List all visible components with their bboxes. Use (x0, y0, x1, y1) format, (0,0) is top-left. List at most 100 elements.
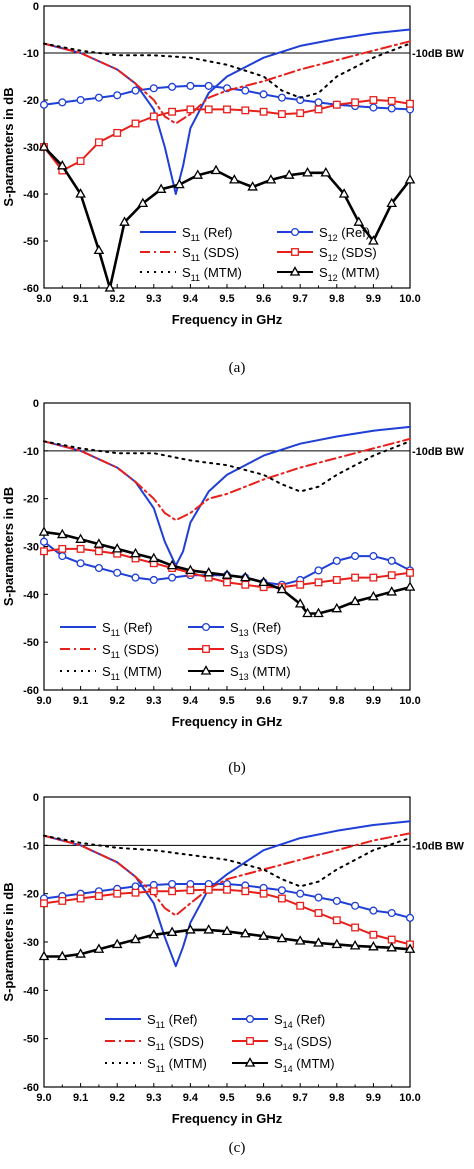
x-tick-label: 9.3 (146, 695, 161, 707)
reference-line-label: -10dB BW (412, 840, 465, 852)
legend-label: S13 (SDS) (230, 642, 288, 660)
data-point-square (149, 887, 158, 896)
data-point-circle (149, 84, 158, 93)
y-tick-label: -40 (23, 189, 39, 201)
data-point-triangle (404, 943, 416, 953)
data-point-triangle (302, 607, 313, 618)
series-5 (43, 440, 411, 493)
y-tick-label: -10 (23, 48, 39, 60)
x-tick-label: 9.5 (219, 695, 234, 707)
y-tick-label: -50 (23, 1034, 39, 1046)
series-line-5 (43, 440, 411, 493)
data-point-square (259, 107, 268, 116)
legend-label: S11 (SDS) (102, 642, 159, 660)
data-point-square (406, 568, 414, 577)
y-tick-label: -20 (23, 494, 39, 506)
data-point-triangle (221, 925, 233, 936)
y-tick-label: -60 (23, 1082, 39, 1094)
legend-entry: S13 (SDS) (188, 642, 288, 660)
legend-label: S14 (MTM) (274, 1056, 335, 1074)
data-point-square (369, 930, 378, 939)
legend-marker-circle (290, 227, 300, 237)
data-point-square (314, 909, 323, 917)
data-point-triangle (404, 581, 416, 591)
data-point-square (204, 105, 213, 114)
data-point-square (296, 109, 305, 118)
data-point-triangle (93, 244, 105, 255)
y-axis-title: S-parameters in dB (1, 487, 16, 606)
y-tick-label: -30 (23, 142, 39, 154)
data-point-circle (387, 104, 396, 113)
legend-entry: S14 (SDS) (232, 1034, 332, 1052)
series-line-5 (43, 834, 411, 888)
data-point-square (241, 580, 250, 589)
legend-label: S14 (Ref) (274, 1012, 325, 1030)
series-3 (43, 40, 411, 125)
legend-label: S11 (Ref) (102, 620, 153, 638)
data-point-triangle (185, 924, 196, 934)
data-point-triangle (258, 930, 269, 940)
reference-line-label: -10dB BW (412, 48, 465, 60)
data-point-square (314, 578, 323, 587)
data-point-triangle (93, 943, 105, 953)
y-tick-label: -60 (23, 685, 39, 697)
data-point-triangle (258, 576, 269, 587)
x-tick-label: 9.6 (256, 1092, 271, 1104)
legend-label: S11 (Ref) (182, 225, 233, 243)
data-point-circle (369, 103, 378, 112)
x-tick-label: 9.3 (146, 1092, 161, 1104)
y-tick-label: -50 (23, 637, 39, 649)
data-point-square (351, 98, 360, 107)
data-point-square (204, 885, 213, 894)
legend: S11 (Ref) S13 (Ref) S11 (SDS) S13 (SDS) S11 … (60, 620, 291, 682)
legend-entry: S11 (SDS) (60, 642, 159, 660)
data-point-circle (131, 86, 140, 95)
panel-caption: (a) (229, 360, 246, 376)
data-point-square (406, 99, 414, 108)
legend-label: S12 (Ref) (319, 225, 370, 243)
data-point-square (277, 894, 286, 903)
data-point-square (223, 105, 231, 114)
data-point-square (186, 886, 195, 895)
data-point-triangle (368, 235, 379, 245)
y-tick-label: 0 (33, 398, 39, 410)
legend: S11 (Ref) S12 (Ref) S11 (SDS) S12 (SDS) S11 … (140, 225, 380, 283)
data-point-triangle (239, 927, 251, 938)
data-point-triangle (221, 569, 233, 579)
series-line-3 (43, 437, 411, 522)
data-point-triangle (56, 950, 68, 961)
data-point-triangle (313, 937, 324, 947)
data-point-triangle (75, 533, 86, 543)
data-point-square (131, 119, 140, 128)
data-point-circle (39, 100, 49, 109)
data-point-square (332, 916, 341, 925)
data-point-circle (241, 86, 250, 95)
y-tick-label: -20 (23, 889, 39, 901)
series-2 (39, 879, 415, 922)
data-point-triangle (302, 167, 313, 177)
data-point-circle (94, 563, 103, 573)
data-point-triangle (313, 607, 324, 618)
legend-entry: S11 (Ref) (105, 1012, 198, 1030)
series-5 (43, 42, 411, 99)
data-point-triangle (185, 564, 196, 575)
series-4 (40, 544, 414, 592)
x-tick-label: 9.5 (219, 293, 234, 305)
data-point-circle (131, 573, 140, 582)
legend-entry: S13 (Ref) (188, 620, 281, 638)
series-3 (43, 437, 411, 522)
data-point-circle (186, 81, 195, 90)
data-point-circle (113, 91, 122, 100)
x-tick-label: 9.4 (183, 1092, 199, 1104)
data-point-square (332, 100, 341, 109)
data-point-circle (58, 552, 67, 561)
data-point-square (40, 547, 48, 556)
series-6 (38, 526, 416, 618)
y-tick-label: -10 (23, 446, 39, 458)
data-point-triangle (38, 950, 50, 961)
x-tick-label: 9.8 (329, 695, 344, 707)
x-tick-label: 10.0 (399, 293, 420, 305)
x-tick-label: 10.0 (399, 695, 420, 707)
y-tick-label: -40 (23, 589, 39, 601)
